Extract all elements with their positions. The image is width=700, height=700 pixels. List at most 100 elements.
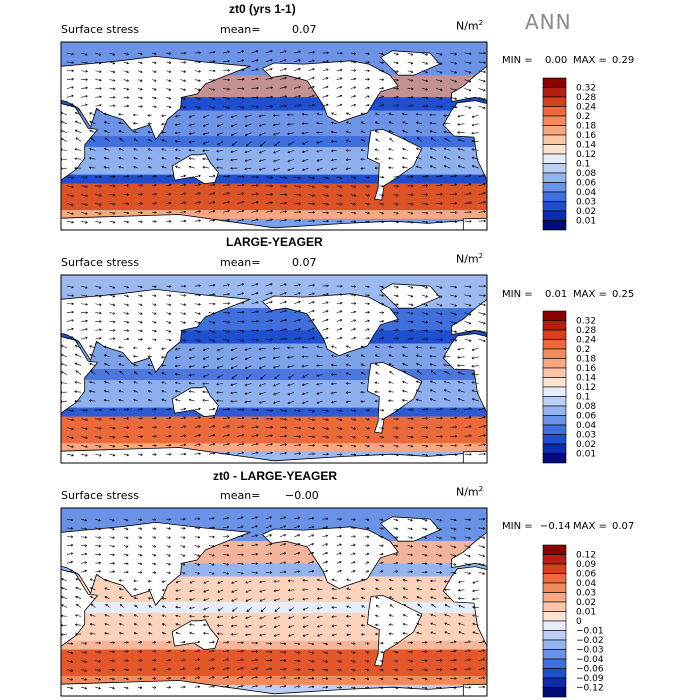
land-namerica	[688, 61, 700, 123]
land-namerica	[261, 293, 399, 357]
colorbar-tick-label: 0.04	[576, 421, 596, 431]
panel-2-title: LARGE-YEAGER	[226, 235, 323, 249]
colorbar-swatch	[542, 687, 567, 698]
colorbar-tick-label: 0.06	[576, 570, 596, 580]
colorbar-swatch	[542, 377, 567, 388]
map-frame	[60, 41, 488, 231]
colorbar-swatch	[542, 358, 567, 369]
colorbar-swatch	[542, 601, 567, 612]
colorbar-swatch	[542, 544, 567, 555]
panel-1-mean-value: 0.07	[292, 23, 317, 36]
colorbar-2: 0.320.280.240.20.180.160.140.120.10.080.…	[542, 310, 596, 464]
colorbar-swatch	[542, 153, 567, 164]
map-frame	[60, 507, 488, 697]
map-panel-1	[0, 41, 700, 231]
colorbar-swatch	[542, 125, 567, 136]
colorbar-swatch	[542, 668, 567, 679]
panel-1-variable: Surface stress	[61, 23, 139, 36]
colorbar-swatch	[542, 310, 567, 321]
colorbar-swatch	[542, 77, 567, 88]
map-panel-3	[0, 507, 700, 697]
colorbar-swatch	[542, 563, 567, 574]
colorbar-swatch	[542, 639, 567, 650]
colorbar-tick-label: 0.01	[576, 450, 596, 460]
colorbar-swatch	[542, 329, 567, 340]
colorbar-swatch	[542, 677, 567, 688]
panel-3-mean-value: −0.00	[285, 489, 319, 502]
colorbar-tick-label: 0.24	[576, 103, 596, 113]
colorbar-swatch	[542, 573, 567, 584]
colorbar-swatch	[542, 554, 567, 565]
maps	[0, 41, 700, 697]
colorbar-swatch	[542, 201, 567, 212]
colorbar-tick-label: 0.32	[576, 84, 596, 94]
colorbar-swatch	[542, 191, 567, 202]
colorbar-tick-label: 0.03	[576, 589, 596, 599]
colorbar-swatch	[542, 339, 567, 350]
panel-2-min-label: MIN =	[502, 289, 533, 300]
land-eurasia	[451, 65, 487, 103]
land-africa	[61, 569, 99, 647]
stress-vectors	[61, 516, 486, 690]
map-frame	[60, 274, 488, 464]
panel-2-max-value: 0.25	[612, 289, 635, 300]
stress-band-6	[61, 640, 487, 650]
panel-2-mean-value: 0.07	[292, 256, 317, 269]
colorbar-tick-label: 0.01	[576, 608, 596, 618]
colorbar-tick-label: 0.04	[576, 188, 596, 198]
land-antarctica	[61, 218, 62, 230]
colorbar-swatch	[542, 163, 567, 174]
colorbar-tick-label: 0.02	[576, 440, 596, 450]
colorbar-tick-label: −0.06	[576, 665, 604, 675]
colorbar-tick-label: 0.32	[576, 317, 596, 327]
panel-1-units: N/m2	[456, 19, 484, 33]
panel-2-min-value: 0.01	[545, 289, 568, 300]
colorbar-swatch	[542, 649, 567, 660]
panel-3-max-label: MAX =	[573, 521, 607, 532]
stress-vectors	[61, 283, 486, 457]
colorbar-tick-label: 0.28	[576, 93, 596, 103]
colorbar-swatch	[542, 134, 567, 145]
panel-3-variable: Surface stress	[61, 489, 139, 502]
colorbar-swatch	[542, 453, 567, 464]
colorbar-swatch	[542, 620, 567, 631]
land-greenland	[0, 51, 14, 75]
colorbar-tick-label: 0.16	[576, 364, 596, 374]
colorbar-tick-label: 0.2	[576, 112, 590, 122]
land-namerica	[688, 527, 700, 589]
colorbar-swatch	[542, 415, 567, 426]
stress-band-8	[61, 443, 487, 452]
colorbar-swatch	[542, 582, 567, 593]
colorbar-tick-label: 0.09	[576, 560, 596, 570]
stress-band-5	[61, 613, 487, 641]
panel-3-units: N/m2	[456, 485, 484, 499]
panel-1-min-value: 0.00	[545, 55, 568, 66]
land-africa	[442, 100, 487, 181]
colorbar-tick-label: 0.14	[576, 141, 596, 151]
colorbar-swatch	[542, 182, 567, 193]
stress-band-4	[61, 602, 487, 614]
stress-band-4	[61, 369, 487, 381]
colorbar-swatch	[542, 367, 567, 378]
colorbar-tick-label: 0.01	[576, 217, 596, 227]
colorbar-tick-label: 0.08	[576, 169, 596, 179]
colorbar-swatch	[542, 443, 567, 454]
land-greenland	[0, 284, 14, 308]
panel-1-max-value: 0.29	[612, 55, 635, 66]
land-greenland	[0, 517, 14, 541]
colorbar-tick-label: 0.06	[576, 412, 596, 422]
stress-band-7	[61, 416, 487, 444]
colorbar-tick-label: −0.12	[576, 684, 604, 694]
colorbar-swatch	[542, 424, 567, 435]
land-eurasia	[451, 298, 487, 336]
colorbar-tick-label: −0.09	[576, 674, 604, 684]
colorbar-swatch	[542, 658, 567, 669]
land-namerica	[688, 294, 700, 356]
colorbar-tick-label: 0.12	[576, 383, 596, 393]
stress-band-7	[61, 183, 487, 211]
colorbars: 0.320.280.240.20.180.160.140.120.10.080.…	[542, 77, 604, 698]
panel-3-mean-label: mean=	[220, 489, 261, 502]
colorbar-tick-label: 0.14	[576, 374, 596, 384]
colorbar-swatch	[542, 348, 567, 359]
panel-2-mean-label: mean=	[220, 256, 261, 269]
